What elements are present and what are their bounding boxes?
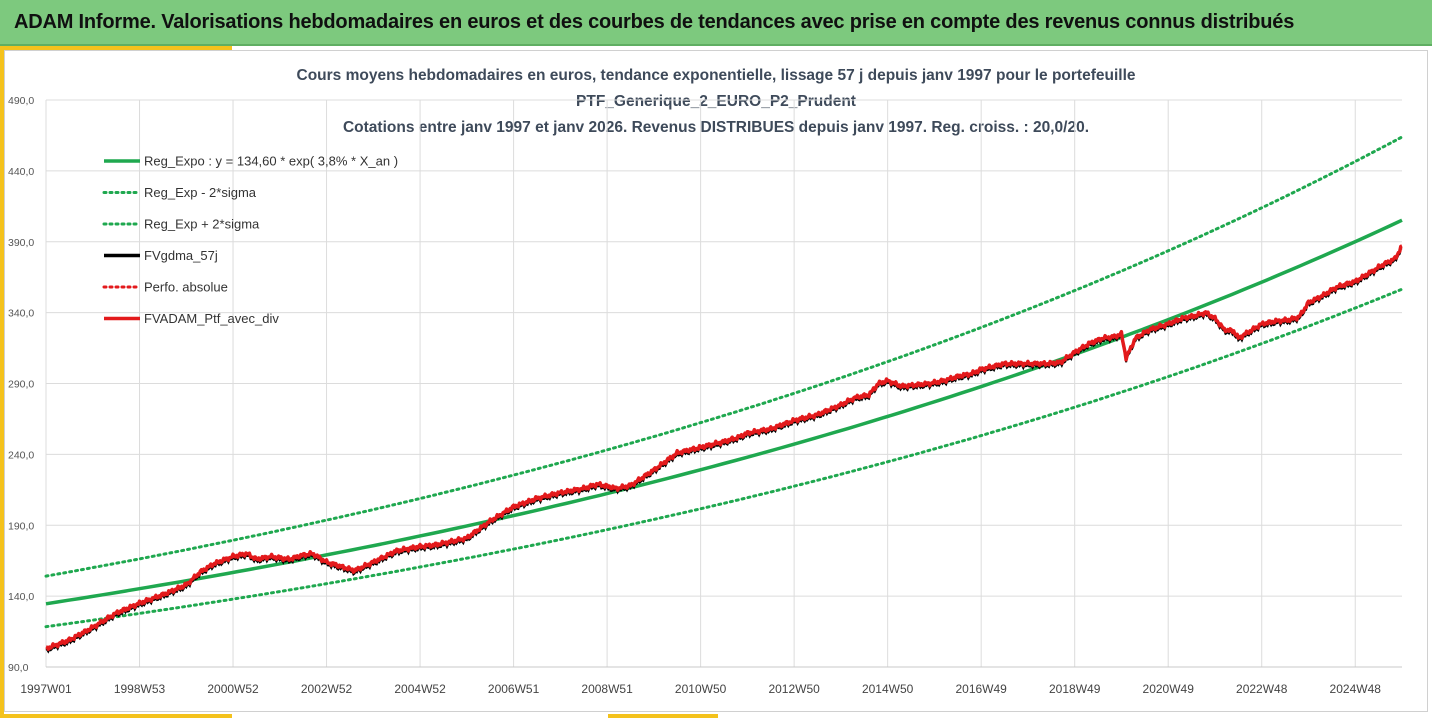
- x-tick-label: 2024W48: [1330, 682, 1382, 696]
- x-tick-label: 2014W50: [862, 682, 914, 696]
- x-tick-label: 2006W51: [488, 682, 540, 696]
- x-axis: 1997W01 1998W53 2000W52 2002W52 2004W52 2006W…: [20, 666, 1402, 696]
- chart-title-line-3: Cotations entre janv 1997 et janv 2026. …: [342, 119, 1090, 136]
- x-tick-label: 2008W51: [581, 682, 633, 696]
- x-tick-label: 2012W50: [768, 682, 820, 696]
- header-banner: ADAM Informe. Valorisations hebdomadaire…: [0, 0, 1432, 46]
- x-tick-label: 2016W49: [955, 682, 1007, 696]
- legend: Reg_Expo : y = 134,60 * exp( 3,8% * X_an…: [102, 154, 398, 326]
- x-tick-label: 2000W52: [207, 682, 259, 696]
- x-tick-label: 2020W49: [1143, 682, 1195, 696]
- y-tick-label: 340,0: [8, 308, 34, 320]
- series-curves: [44, 135, 1404, 654]
- y-tick-label: 190,0: [8, 520, 34, 532]
- accent-bar-left: [0, 46, 4, 718]
- x-tick-label: 2022W48: [1236, 682, 1288, 696]
- legend-label: Reg_Expo : y = 134,60 * exp( 3,8% * X_an…: [144, 154, 398, 169]
- legend-label: Reg_Exp + 2*sigma: [144, 217, 260, 232]
- y-tick-label: 440,0: [8, 166, 34, 178]
- legend-label: Reg_Exp - 2*sigma: [144, 185, 257, 200]
- legend-label: Perfo. absolue: [144, 280, 228, 295]
- x-tick-label: 2004W52: [394, 682, 446, 696]
- x-tick-label: 2010W50: [675, 682, 727, 696]
- reg-exp-plus-2sigma-line: [44, 135, 1404, 578]
- x-tick-label: 2002W52: [301, 682, 353, 696]
- accent-bar-bottom: [0, 714, 232, 718]
- accent-bar-bottom-mid: [608, 714, 718, 718]
- y-tick-label: 240,0: [8, 449, 34, 461]
- accent-bar-top: [0, 46, 232, 50]
- y-tick-label: 490,0: [8, 95, 34, 107]
- y-axis: 490,0 440,0 390,0 340,0 290,0 240,0 190,0 140,0…: [8, 95, 34, 674]
- x-tick-label: 1998W53: [114, 682, 166, 696]
- chart-title-line-2: PTF_Generique_2_EURO_P2_Prudent: [576, 93, 856, 110]
- chart-title-line-1: Cours moyens hebdomadaires en euros, ten…: [296, 67, 1136, 84]
- legend-label: FVgdma_57j: [144, 248, 218, 263]
- reg-exp-minus-2sigma-line: [44, 287, 1404, 629]
- y-tick-label: 140,0: [8, 591, 34, 603]
- reg-expo-line: [45, 218, 1403, 606]
- legend-label: FVADAM_Ptf_avec_div: [144, 311, 279, 326]
- y-tick-label: 290,0: [8, 379, 34, 391]
- fvadam-ptf-line: [45, 244, 1403, 652]
- y-tick-label: 90,0: [8, 662, 29, 674]
- y-tick-label: 390,0: [8, 237, 34, 249]
- chart-frame: [4, 50, 1428, 712]
- page-title: ADAM Informe. Valorisations hebdomadaire…: [14, 11, 1295, 33]
- x-tick-label: 1997W01: [20, 682, 72, 696]
- x-tick-label: 2018W49: [1049, 682, 1101, 696]
